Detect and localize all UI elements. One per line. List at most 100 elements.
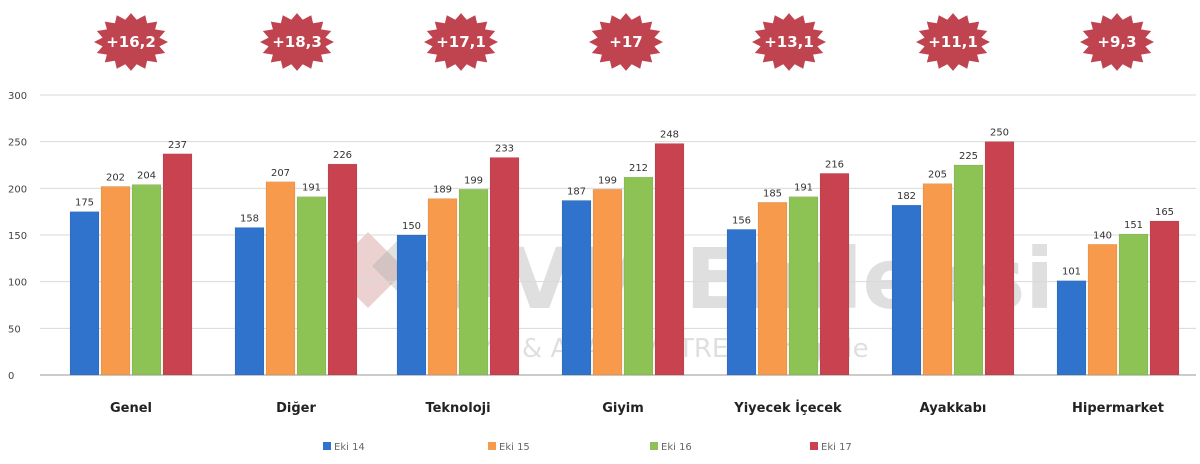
badge-label: +11,1 bbox=[928, 33, 978, 51]
bar bbox=[489, 157, 520, 376]
bar bbox=[265, 181, 296, 376]
badge-label: +16,2 bbox=[106, 33, 156, 51]
bar bbox=[327, 163, 358, 376]
bar bbox=[131, 184, 162, 376]
y-tick-label: 50 bbox=[8, 324, 21, 335]
bars bbox=[69, 141, 1180, 376]
bar bbox=[984, 141, 1015, 376]
bar bbox=[234, 227, 265, 376]
legend-label: Eki 15 bbox=[499, 442, 530, 453]
bar bbox=[1118, 233, 1149, 376]
data-label: 151 bbox=[1124, 220, 1143, 231]
y-tick-label: 300 bbox=[8, 91, 27, 102]
data-label: 216 bbox=[825, 159, 844, 170]
bar bbox=[296, 196, 327, 376]
data-label: 204 bbox=[137, 171, 156, 182]
x-category-label: Diğer bbox=[276, 401, 316, 416]
data-label: 101 bbox=[1062, 267, 1081, 278]
badge-shape bbox=[94, 13, 168, 71]
data-label: 156 bbox=[732, 215, 751, 226]
legend-label: Eki 17 bbox=[821, 442, 852, 453]
y-tick-label: 150 bbox=[8, 231, 27, 242]
bar bbox=[891, 204, 922, 376]
bar bbox=[819, 173, 850, 376]
legend-swatch bbox=[323, 442, 331, 450]
bar bbox=[396, 234, 427, 376]
badge-shape bbox=[424, 13, 498, 71]
y-tick-label: 200 bbox=[8, 184, 27, 195]
badge-shape bbox=[1080, 13, 1154, 71]
badge-shape bbox=[752, 13, 826, 71]
bar bbox=[561, 200, 592, 376]
y-tick-label: 100 bbox=[8, 278, 27, 289]
data-label: 185 bbox=[763, 188, 782, 199]
data-label: 175 bbox=[75, 198, 94, 209]
bar bbox=[458, 189, 489, 376]
bar bbox=[726, 229, 757, 376]
data-label: 199 bbox=[598, 175, 617, 186]
bar bbox=[623, 176, 654, 376]
x-category-label: Genel bbox=[110, 401, 152, 416]
legend-label: Eki 14 bbox=[334, 442, 365, 453]
badge-label: +18,3 bbox=[272, 33, 322, 51]
data-label: 226 bbox=[333, 150, 352, 161]
bar bbox=[1056, 280, 1087, 376]
data-label: 250 bbox=[990, 128, 1009, 139]
bar bbox=[427, 198, 458, 376]
data-label: 158 bbox=[240, 214, 259, 225]
badge-shape bbox=[589, 13, 663, 71]
bar bbox=[592, 189, 623, 376]
badge-label: +13,1 bbox=[764, 33, 814, 51]
y-tick-label: 250 bbox=[8, 138, 27, 149]
badge-shape bbox=[916, 13, 990, 71]
x-category-label: Giyim bbox=[602, 401, 644, 416]
badge-label: +9,3 bbox=[1097, 33, 1136, 51]
y-axis: 0 50 100 150 200 250 300 bbox=[8, 91, 27, 382]
data-label: 140 bbox=[1093, 230, 1112, 241]
data-label: 191 bbox=[794, 183, 813, 194]
bar bbox=[162, 153, 193, 376]
data-label: 225 bbox=[959, 151, 978, 162]
legend-label: Eki 16 bbox=[661, 442, 692, 453]
legend-swatch bbox=[488, 442, 496, 450]
y-tick-label: 0 bbox=[8, 371, 14, 382]
data-label: 233 bbox=[495, 144, 514, 155]
data-label: 165 bbox=[1155, 207, 1174, 218]
legend-swatch bbox=[810, 442, 818, 450]
badge-label: +17 bbox=[609, 33, 642, 51]
data-label: 248 bbox=[660, 130, 679, 141]
data-label: 202 bbox=[106, 172, 125, 183]
x-category-label: Hipermarket bbox=[1072, 401, 1164, 416]
bar bbox=[788, 196, 819, 376]
data-labels: 175 202 204 237 158 207 191 226 150 189 199 233 187 1… bbox=[75, 128, 1174, 278]
data-label: 187 bbox=[567, 186, 586, 197]
data-label: 205 bbox=[928, 170, 947, 181]
data-label: 212 bbox=[629, 163, 648, 174]
bar bbox=[1149, 220, 1180, 376]
bar bbox=[654, 143, 685, 376]
x-axis-categories: Genel Diğer Teknoloji Giyim Yiyecek İçecek Ay… bbox=[110, 400, 1164, 416]
x-category-label: Yiyecek İçecek bbox=[733, 400, 842, 416]
bar bbox=[1087, 244, 1118, 376]
legend: Eki 14 Eki 15 Eki 16 Eki 17 bbox=[323, 442, 852, 453]
bar bbox=[100, 186, 131, 376]
data-label: 199 bbox=[464, 175, 483, 186]
data-label: 237 bbox=[168, 140, 187, 151]
x-category-label: Teknoloji bbox=[425, 401, 490, 416]
data-label: 207 bbox=[271, 168, 290, 179]
bar bbox=[757, 202, 788, 376]
data-label: 191 bbox=[302, 183, 321, 194]
badge-label: +17,1 bbox=[436, 33, 486, 51]
bar bbox=[922, 183, 953, 376]
bar bbox=[953, 164, 984, 376]
badges: +16,2 +18,3 +17,1 +17 +13,1 +11,1 +9,3 bbox=[94, 13, 1154, 71]
data-label: 189 bbox=[433, 185, 452, 196]
bar bbox=[69, 211, 100, 376]
legend-swatch bbox=[650, 442, 658, 450]
data-label: 150 bbox=[402, 221, 421, 232]
badge-shape bbox=[260, 13, 334, 71]
data-label: 182 bbox=[897, 191, 916, 202]
x-category-label: Ayakkabı bbox=[920, 401, 987, 416]
